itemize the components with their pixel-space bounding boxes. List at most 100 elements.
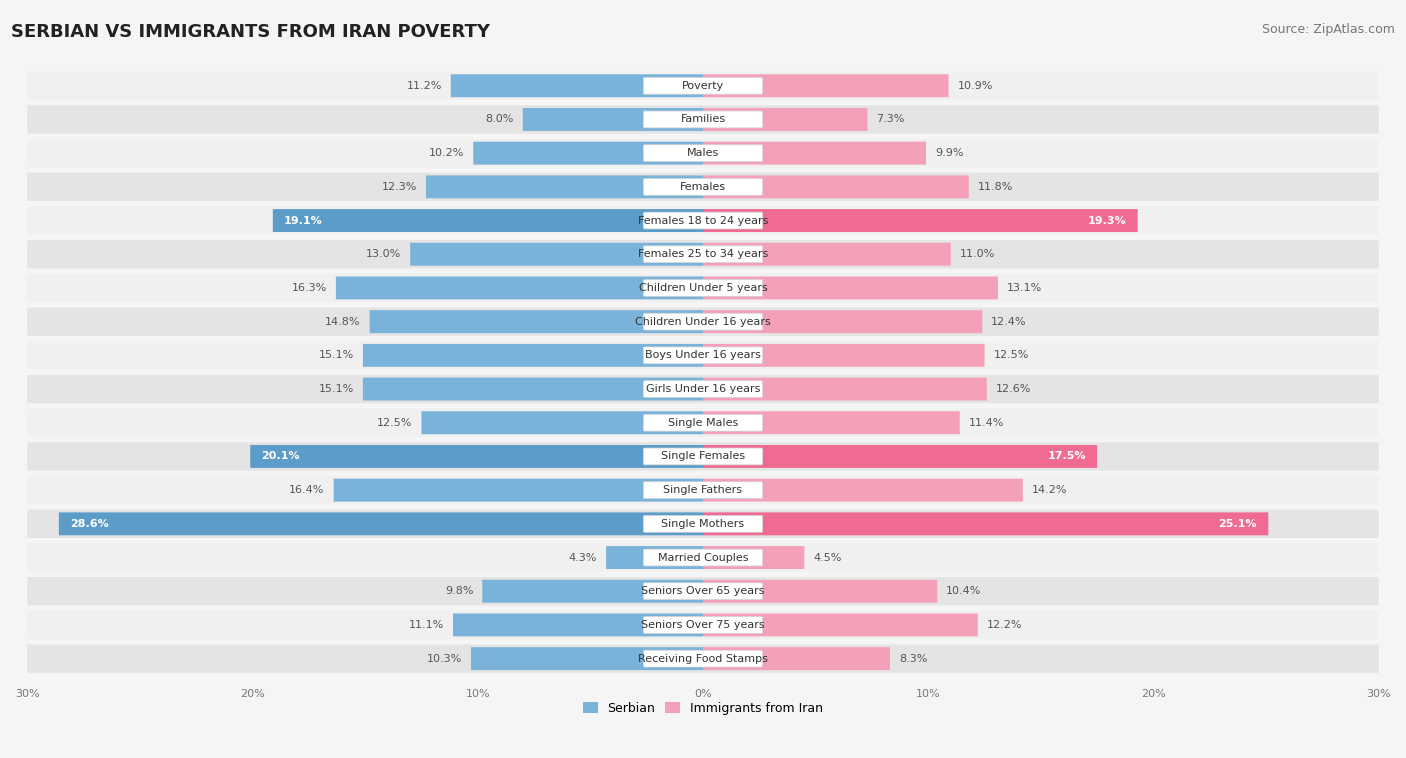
- Text: Girls Under 16 years: Girls Under 16 years: [645, 384, 761, 394]
- FancyBboxPatch shape: [27, 308, 1379, 336]
- FancyBboxPatch shape: [370, 310, 703, 333]
- FancyBboxPatch shape: [27, 644, 1379, 673]
- FancyBboxPatch shape: [703, 209, 1137, 232]
- FancyBboxPatch shape: [273, 209, 703, 232]
- Text: Single Males: Single Males: [668, 418, 738, 428]
- Text: 19.1%: 19.1%: [284, 215, 323, 226]
- FancyBboxPatch shape: [703, 445, 1097, 468]
- Text: 12.6%: 12.6%: [995, 384, 1031, 394]
- FancyBboxPatch shape: [27, 341, 1379, 369]
- Text: Boys Under 16 years: Boys Under 16 years: [645, 350, 761, 360]
- FancyBboxPatch shape: [411, 243, 703, 266]
- Text: Married Couples: Married Couples: [658, 553, 748, 562]
- Text: 11.0%: 11.0%: [960, 249, 995, 259]
- Text: 12.5%: 12.5%: [994, 350, 1029, 360]
- FancyBboxPatch shape: [644, 111, 762, 128]
- Text: Source: ZipAtlas.com: Source: ZipAtlas.com: [1261, 23, 1395, 36]
- FancyBboxPatch shape: [703, 310, 983, 333]
- Text: 10.4%: 10.4%: [946, 586, 981, 597]
- Text: 8.3%: 8.3%: [898, 653, 928, 664]
- FancyBboxPatch shape: [644, 280, 762, 296]
- FancyBboxPatch shape: [703, 580, 938, 603]
- FancyBboxPatch shape: [703, 108, 868, 131]
- Text: 11.8%: 11.8%: [977, 182, 1014, 192]
- Text: Families: Families: [681, 114, 725, 124]
- FancyBboxPatch shape: [703, 546, 804, 569]
- FancyBboxPatch shape: [426, 175, 703, 199]
- FancyBboxPatch shape: [703, 512, 1268, 535]
- FancyBboxPatch shape: [703, 412, 960, 434]
- Text: 7.3%: 7.3%: [876, 114, 905, 124]
- FancyBboxPatch shape: [363, 377, 703, 400]
- FancyBboxPatch shape: [644, 448, 762, 465]
- FancyBboxPatch shape: [27, 240, 1379, 268]
- Text: 14.8%: 14.8%: [325, 317, 361, 327]
- Text: 8.0%: 8.0%: [485, 114, 513, 124]
- Text: 16.3%: 16.3%: [291, 283, 326, 293]
- Text: Receiving Food Stamps: Receiving Food Stamps: [638, 653, 768, 664]
- Text: 9.9%: 9.9%: [935, 148, 963, 158]
- FancyBboxPatch shape: [703, 142, 927, 164]
- FancyBboxPatch shape: [703, 74, 949, 97]
- FancyBboxPatch shape: [703, 613, 977, 637]
- FancyBboxPatch shape: [27, 611, 1379, 639]
- FancyBboxPatch shape: [59, 512, 703, 535]
- Text: 12.5%: 12.5%: [377, 418, 412, 428]
- FancyBboxPatch shape: [644, 347, 762, 364]
- Text: 10.2%: 10.2%: [429, 148, 464, 158]
- FancyBboxPatch shape: [471, 647, 703, 670]
- FancyBboxPatch shape: [27, 71, 1379, 100]
- FancyBboxPatch shape: [27, 409, 1379, 437]
- FancyBboxPatch shape: [644, 178, 762, 196]
- FancyBboxPatch shape: [703, 479, 1022, 502]
- FancyBboxPatch shape: [451, 74, 703, 97]
- FancyBboxPatch shape: [27, 375, 1379, 403]
- Text: Single Fathers: Single Fathers: [664, 485, 742, 495]
- FancyBboxPatch shape: [644, 515, 762, 532]
- Text: Single Mothers: Single Mothers: [661, 518, 745, 529]
- FancyBboxPatch shape: [523, 108, 703, 131]
- Text: 13.0%: 13.0%: [366, 249, 401, 259]
- Text: Males: Males: [688, 148, 718, 158]
- Text: 11.4%: 11.4%: [969, 418, 1004, 428]
- FancyBboxPatch shape: [27, 173, 1379, 201]
- FancyBboxPatch shape: [27, 577, 1379, 606]
- Text: 15.1%: 15.1%: [319, 350, 354, 360]
- Text: 12.4%: 12.4%: [991, 317, 1026, 327]
- Text: 12.2%: 12.2%: [987, 620, 1022, 630]
- FancyBboxPatch shape: [644, 381, 762, 397]
- FancyBboxPatch shape: [644, 145, 762, 161]
- Text: 11.1%: 11.1%: [409, 620, 444, 630]
- Text: Children Under 16 years: Children Under 16 years: [636, 317, 770, 327]
- Text: 13.1%: 13.1%: [1007, 283, 1042, 293]
- Text: 11.2%: 11.2%: [406, 81, 441, 91]
- FancyBboxPatch shape: [644, 549, 762, 566]
- FancyBboxPatch shape: [644, 313, 762, 330]
- FancyBboxPatch shape: [606, 546, 703, 569]
- Text: 14.2%: 14.2%: [1032, 485, 1067, 495]
- Text: Females 18 to 24 years: Females 18 to 24 years: [638, 215, 768, 226]
- Text: Females 25 to 34 years: Females 25 to 34 years: [638, 249, 768, 259]
- Text: 19.3%: 19.3%: [1088, 215, 1126, 226]
- Text: Single Females: Single Females: [661, 452, 745, 462]
- FancyBboxPatch shape: [644, 650, 762, 667]
- Text: 17.5%: 17.5%: [1047, 452, 1085, 462]
- Text: 20.1%: 20.1%: [262, 452, 299, 462]
- Text: 16.4%: 16.4%: [290, 485, 325, 495]
- FancyBboxPatch shape: [27, 509, 1379, 538]
- FancyBboxPatch shape: [422, 412, 703, 434]
- Text: 15.1%: 15.1%: [319, 384, 354, 394]
- FancyBboxPatch shape: [703, 243, 950, 266]
- FancyBboxPatch shape: [336, 277, 703, 299]
- FancyBboxPatch shape: [703, 377, 987, 400]
- FancyBboxPatch shape: [333, 479, 703, 502]
- FancyBboxPatch shape: [474, 142, 703, 164]
- FancyBboxPatch shape: [27, 274, 1379, 302]
- FancyBboxPatch shape: [27, 105, 1379, 133]
- FancyBboxPatch shape: [703, 175, 969, 199]
- FancyBboxPatch shape: [482, 580, 703, 603]
- Text: Females: Females: [681, 182, 725, 192]
- Text: 4.3%: 4.3%: [569, 553, 598, 562]
- FancyBboxPatch shape: [703, 647, 890, 670]
- FancyBboxPatch shape: [644, 212, 762, 229]
